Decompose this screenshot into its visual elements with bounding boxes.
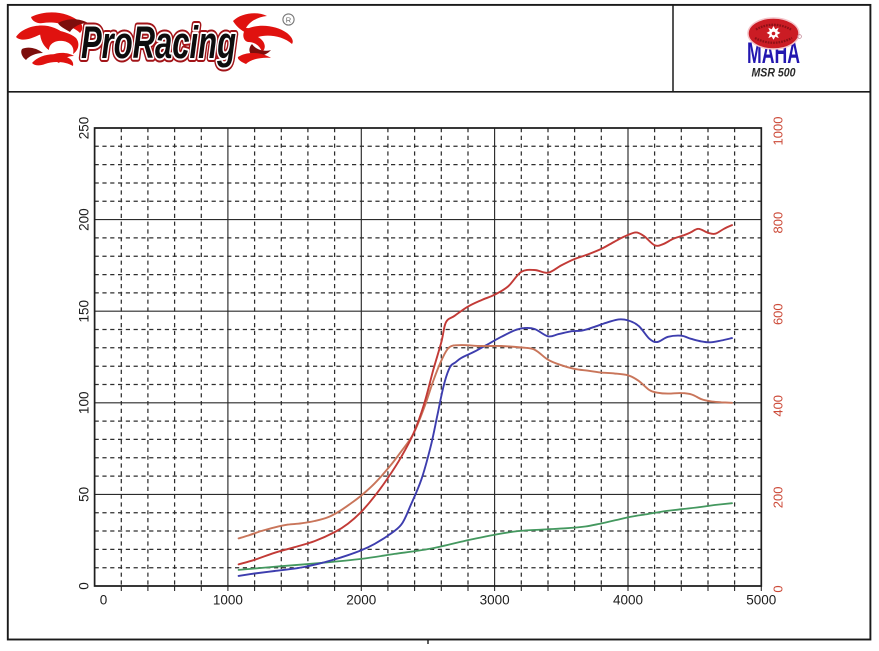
svg-text:R: R [286,16,292,25]
svg-text:4000: 4000 [613,593,643,608]
svg-text:200: 200 [77,208,92,231]
svg-text:0: 0 [771,585,786,592]
svg-text:ProRacing: ProRacing [81,17,236,68]
svg-text:2000: 2000 [346,593,376,608]
svg-text:3000: 3000 [480,593,510,608]
svg-text:ProRacing: ProRacing [81,17,236,68]
svg-text:0: 0 [77,582,92,590]
svg-text:800: 800 [771,212,786,234]
svg-text:150: 150 [77,300,92,323]
svg-text:250: 250 [77,117,92,140]
svg-text:MSR 500: MSR 500 [752,66,796,80]
svg-text:0: 0 [100,593,108,608]
svg-text:1000: 1000 [771,117,786,146]
svg-text:600: 600 [771,303,786,325]
svg-text:100: 100 [77,392,92,415]
svg-text:200: 200 [771,487,786,509]
svg-text:50: 50 [77,487,92,502]
svg-text:400: 400 [771,395,786,417]
svg-text:1000: 1000 [213,593,243,608]
svg-text:5000: 5000 [746,593,776,608]
svg-text:ProRacing: ProRacing [81,17,236,68]
